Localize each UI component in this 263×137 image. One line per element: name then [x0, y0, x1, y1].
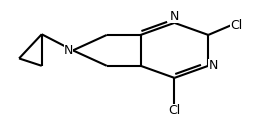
Text: Cl: Cl — [168, 104, 181, 117]
Text: N: N — [208, 59, 218, 72]
Text: N: N — [64, 44, 73, 57]
Text: Cl: Cl — [230, 19, 243, 32]
Text: N: N — [170, 10, 179, 23]
